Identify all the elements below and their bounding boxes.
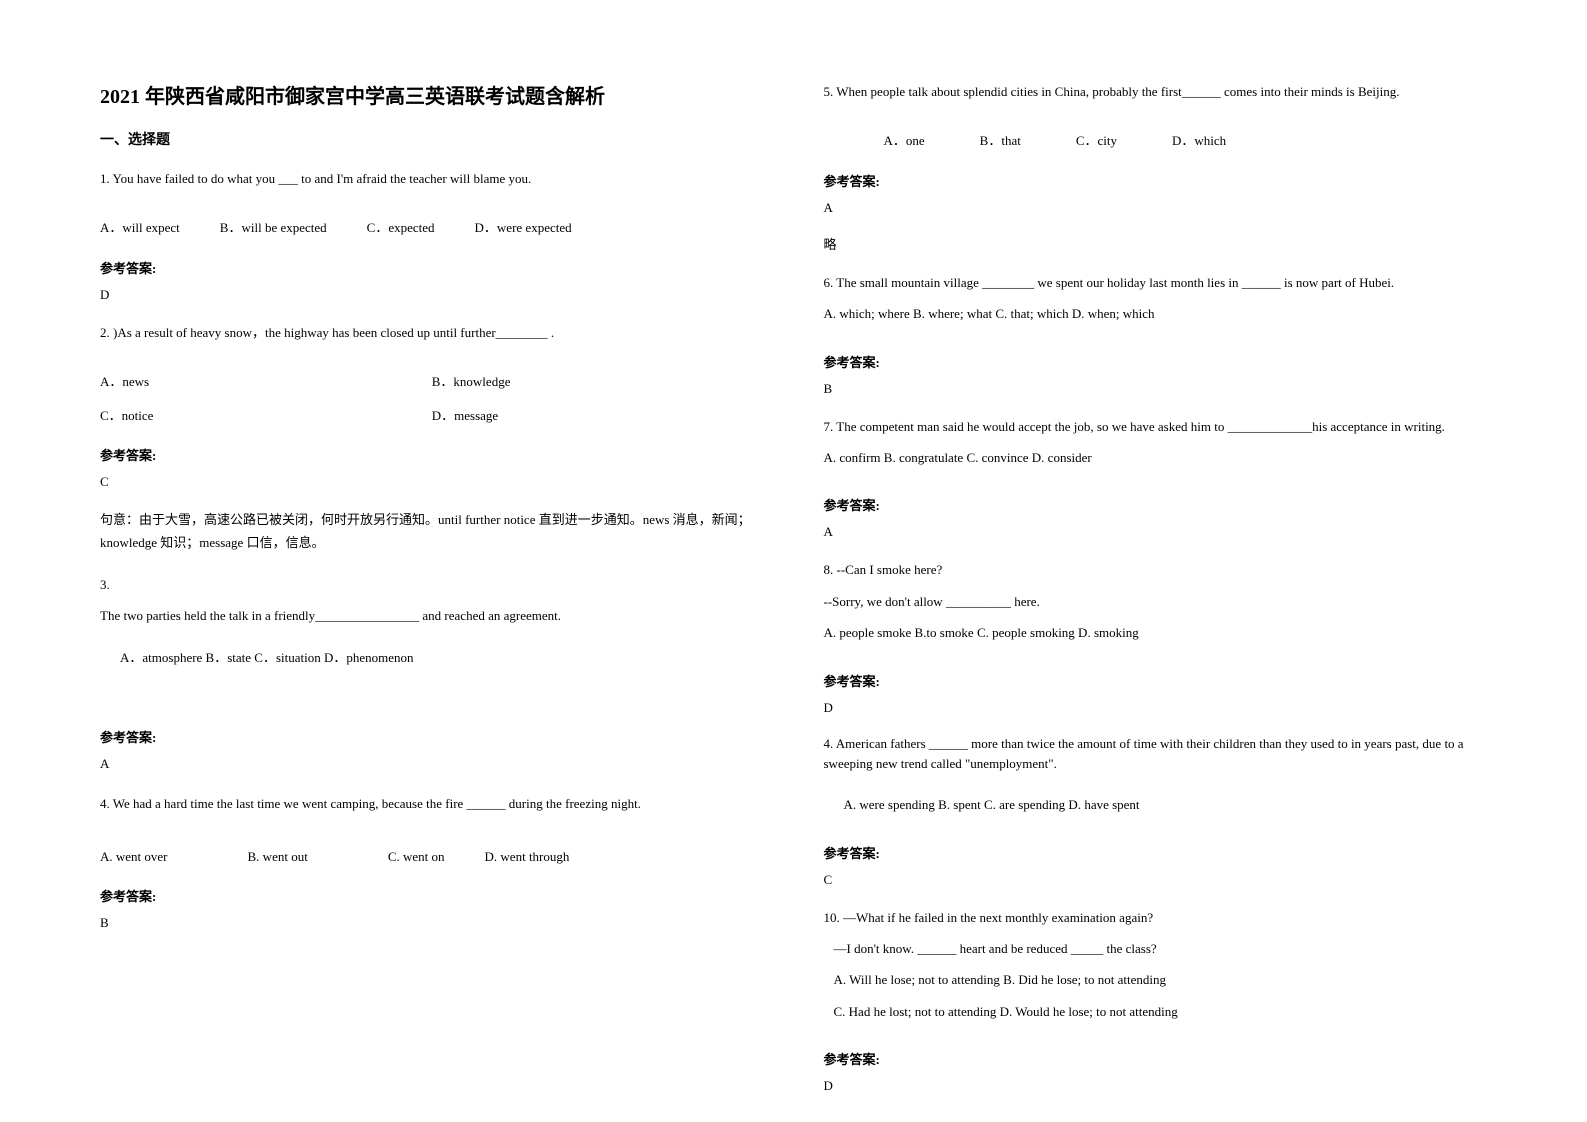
q9-answer: C bbox=[824, 872, 1488, 888]
q6-opts: A. which; where B. where; what C. that; … bbox=[824, 302, 1488, 325]
q5-answer: A bbox=[824, 200, 1488, 216]
q3-text: The two parties held the talk in a frien… bbox=[100, 604, 764, 627]
question-1: 1. You have failed to do what you ___ to… bbox=[100, 167, 764, 198]
q3-answer-label: 参考答案: bbox=[100, 727, 764, 746]
q1-answer: D bbox=[100, 287, 764, 303]
section-heading: 一、选择题 bbox=[100, 129, 764, 149]
q1-optB: B．will be expected bbox=[220, 216, 327, 239]
q6-answer: B bbox=[824, 381, 1488, 397]
q5-略: 略 bbox=[824, 234, 1488, 253]
q5-optD: D．which bbox=[1172, 129, 1226, 152]
q1-answer-label: 参考答案: bbox=[100, 258, 764, 277]
q2-answer: C bbox=[100, 474, 764, 490]
q2-text: 2. )As a result of heavy snow，the highwa… bbox=[100, 321, 764, 344]
q8-line2: --Sorry, we don't allow __________ here. bbox=[824, 590, 1488, 613]
q3-answer: A bbox=[100, 756, 764, 772]
page-title: 2021 年陕西省咸阳市御家宫中学高三英语联考试题含解析 bbox=[100, 80, 764, 109]
question-7: 7. The competent man said he would accep… bbox=[824, 415, 1488, 478]
q9-opts: A. were spending B. spent C. are spendin… bbox=[824, 793, 1488, 816]
q5-text: 5. When people talk about splendid citie… bbox=[824, 80, 1488, 103]
left-column: 2021 年陕西省咸阳市御家宫中学高三英语联考试题含解析 一、选择题 1. Yo… bbox=[100, 80, 764, 1042]
question-5: 5. When people talk about splendid citie… bbox=[824, 80, 1488, 111]
q4-text: 4. We had a hard time the last time we w… bbox=[100, 790, 764, 819]
q4-optC: C. went on bbox=[388, 845, 445, 868]
q5-options: A．one B．that C．city D．which bbox=[824, 129, 1488, 152]
q5-optB: B．that bbox=[980, 129, 1021, 152]
question-10: 10. —What if he failed in the next month… bbox=[824, 906, 1488, 1032]
q7-answer: A bbox=[824, 524, 1488, 540]
q10-line2: —I don't know. ______ heart and be reduc… bbox=[824, 937, 1488, 960]
q1-text: 1. You have failed to do what you ___ to… bbox=[100, 167, 764, 190]
q6-answer-label: 参考答案: bbox=[824, 352, 1488, 371]
q7-text: 7. The competent man said he would accep… bbox=[824, 415, 1488, 438]
q1-options: A．will expect B．will be expected C．expec… bbox=[100, 216, 764, 239]
q1-optA: A．will expect bbox=[100, 216, 180, 239]
q8-opts: A. people smoke B.to smoke C. people smo… bbox=[824, 621, 1488, 644]
q8-answer-label: 参考答案: bbox=[824, 671, 1488, 690]
q6-text: 6. The small mountain village ________ w… bbox=[824, 271, 1488, 294]
q1-optC: C．expected bbox=[367, 216, 435, 239]
question-8: 8. --Can I smoke here? --Sorry, we don't… bbox=[824, 558, 1488, 652]
q4-optB: B. went out bbox=[248, 845, 308, 868]
q4-answer: B bbox=[100, 915, 764, 931]
q8-answer: D bbox=[824, 700, 1488, 716]
question-4: 4. We had a hard time the last time we w… bbox=[100, 790, 764, 827]
q10-line1: 10. —What if he failed in the next month… bbox=[824, 906, 1488, 929]
q3-num: 3. bbox=[100, 573, 764, 596]
q4-answer-label: 参考答案: bbox=[100, 886, 764, 905]
q4-optA: A. went over bbox=[100, 845, 168, 868]
question-2: 2. )As a result of heavy snow，the highwa… bbox=[100, 321, 764, 352]
q7-answer-label: 参考答案: bbox=[824, 495, 1488, 514]
q9-answer-label: 参考答案: bbox=[824, 843, 1488, 862]
q10-answer-label: 参考答案: bbox=[824, 1049, 1488, 1068]
q2-answer-label: 参考答案: bbox=[100, 445, 764, 464]
q2-optD: D．message bbox=[432, 404, 764, 427]
q8-line1: 8. --Can I smoke here? bbox=[824, 558, 1488, 581]
q10-answer: D bbox=[824, 1078, 1488, 1094]
question-9: 4. American fathers ______ more than twi… bbox=[824, 734, 1488, 825]
q4-options: A. went over B. went out C. went on D. w… bbox=[100, 845, 764, 868]
q5-answer-label: 参考答案: bbox=[824, 171, 1488, 190]
q2-optC: C．notice bbox=[100, 404, 432, 427]
q2-optB: B．knowledge bbox=[432, 370, 764, 393]
q2-explanation: 句意：由于大雪，高速公路已被关闭，何时开放另行通知。until further … bbox=[100, 508, 764, 555]
q5-optC: C．city bbox=[1076, 129, 1117, 152]
q7-opts: A. confirm B. congratulate C. convince D… bbox=[824, 446, 1488, 469]
question-3: 3. The two parties held the talk in a fr… bbox=[100, 573, 764, 669]
question-6: 6. The small mountain village ________ w… bbox=[824, 271, 1488, 334]
q10-opts1: A. Will he lose; not to attending B. Did… bbox=[824, 968, 1488, 991]
q3-opts: A．atmosphere B．state C．situation D．pheno… bbox=[100, 646, 764, 669]
q2-options: A．news B．knowledge C．notice D．message bbox=[100, 370, 764, 427]
q1-optD: D．were expected bbox=[475, 216, 572, 239]
q2-optA: A．news bbox=[100, 370, 432, 393]
right-column: 5. When people talk about splendid citie… bbox=[824, 80, 1488, 1042]
q10-opts2: C. Had he lost; not to attending D. Woul… bbox=[824, 1000, 1488, 1023]
q9-text: 4. American fathers ______ more than twi… bbox=[824, 734, 1488, 776]
q5-optA: A．one bbox=[884, 129, 925, 152]
q4-optD: D. went through bbox=[485, 845, 570, 868]
